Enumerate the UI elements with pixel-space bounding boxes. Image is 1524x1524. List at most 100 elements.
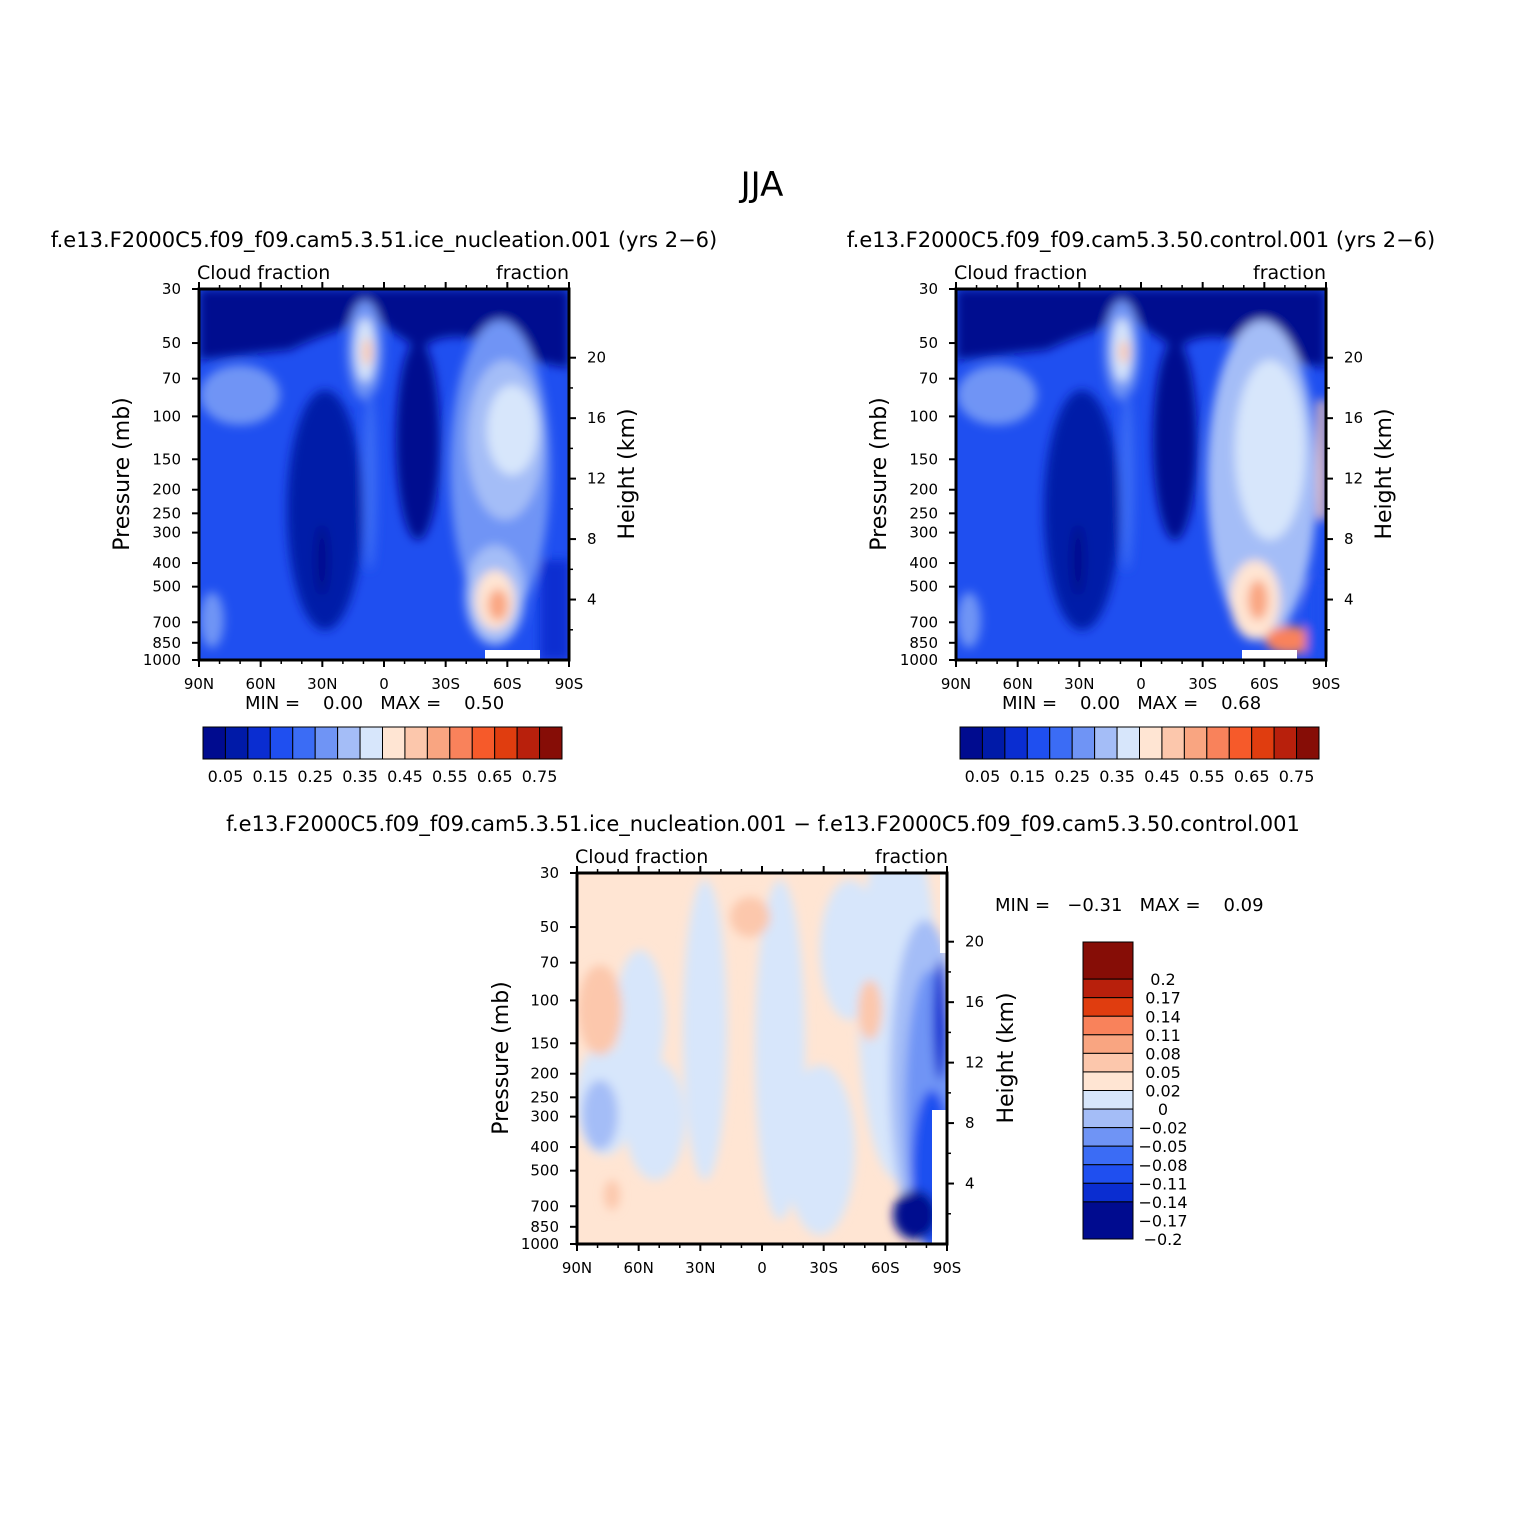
y-tick-label: 1000 [143,651,181,669]
y2-tick-label: 16 [1344,409,1363,427]
colorbar-label: 0.45 [387,767,423,786]
y-tick-label: 100 [530,991,559,1009]
stats: MIN = −0.31 MAX = 0.09 [995,895,1264,916]
y-tick-label: 400 [909,554,938,572]
x-tick-label: 0 [1136,675,1146,693]
colorbar-box [1082,1015,1134,1036]
x-tick-label: 60N [624,1259,654,1277]
y-tick-label: 50 [162,334,181,352]
colorbar-box [494,726,518,760]
colorbar-label: −0.14 [1138,1193,1187,1212]
colorbar-label: 0.75 [522,767,558,786]
y-tick-label: 70 [540,954,559,972]
axes: 90N 60N 30N 0 30S 60S 90S 30 50 70 100 150 200 250 300… [143,280,606,693]
colorbar-box [1273,726,1298,760]
x-tick-label: 30N [307,675,337,693]
x-tick-label: 90S [555,675,584,693]
colorbar-label: −0.08 [1138,1156,1187,1175]
right-label: fraction [875,846,948,868]
y2-tick-label: 4 [1344,591,1354,609]
y-tick-label: 500 [909,578,938,596]
y2-tick-label: 20 [965,933,984,951]
panel-difference: f.e13.F2000C5.f09_f09.cam5.3.51.ice_nucl… [226,812,1300,1277]
y-tick-label: 700 [152,613,181,631]
y-axis-label: Pressure (mb) [867,397,892,551]
contour-field [956,289,1326,660]
colorbar-box [1161,726,1185,760]
colorbar-box [516,726,541,760]
colorbar-label: 0.55 [432,767,468,786]
x-tick-label: 30S [431,675,460,693]
colorbar-label: 0.65 [1234,767,1270,786]
colorbar-box [1082,978,1134,999]
colorbar-label: 0.35 [1099,767,1135,786]
colorbar-label: −0.2 [1144,1230,1183,1249]
axes: 90N 60N 30N 0 30S 60S 90S 30 50 70 100 150 200 250 300… [900,280,1363,693]
y-tick-label: 70 [919,370,938,388]
y2-tick-label: 16 [587,409,606,427]
colorbar-label: 0.35 [342,767,378,786]
y-tick-label: 400 [530,1138,559,1156]
colorbar-box [1082,1182,1134,1203]
y-tick-label: 300 [909,524,938,542]
stats: MIN = 0.00 MAX = 0.50 [245,693,504,714]
contour-field [199,289,569,660]
panel-ice-nucleation: f.e13.F2000C5.f09_f09.cam5.3.51.ice_nucl… [51,228,717,786]
y-tick-label: 700 [909,613,938,631]
y-tick-label: 250 [530,1088,559,1106]
colorbar-box [1296,726,1320,760]
y-tick-label: 200 [909,481,938,499]
panel-title: f.e13.F2000C5.f09_f09.cam5.3.51.ice_nucl… [226,812,1300,837]
colorbar-label: 0.05 [1145,1063,1181,1082]
panel-control: f.e13.F2000C5.f09_f09.cam5.3.50.control.… [847,228,1435,786]
colorbar-box [1049,726,1073,760]
colorbar-label: 0.25 [1054,767,1090,786]
colorbar: 0.05 0.15 0.25 0.35 0.45 0.55 0.65 0.75 [202,726,563,786]
colorbar-box [1082,1127,1134,1147]
y-tick-label: 30 [162,280,181,298]
y-tick-label: 30 [919,280,938,298]
panel-title: f.e13.F2000C5.f09_f09.cam5.3.51.ice_nucl… [51,228,717,253]
colorbar-box [224,726,249,760]
colorbar-label: 0.75 [1279,767,1315,786]
y-tick-label: 100 [909,407,938,425]
y-tick-label: 500 [152,578,181,596]
colorbar-box [1206,726,1230,760]
colorbar-label: 0.45 [1144,767,1180,786]
y-tick-label: 400 [152,554,181,572]
y2-tick-label: 16 [965,993,984,1011]
colorbar-box [314,726,339,760]
y2-tick-label: 20 [587,349,606,367]
y-tick-label: 50 [540,918,559,936]
colorbar-label: −0.05 [1138,1137,1187,1156]
colorbar-label: 0.15 [1010,767,1046,786]
x-tick-label: 90N [184,675,214,693]
y-tick-label: 300 [530,1108,559,1126]
colorbar-label: 0 [1158,1100,1168,1119]
y-tick-label: 250 [909,504,938,522]
colorbar-label: 0.65 [477,767,513,786]
y-tick-label: 200 [152,481,181,499]
x-tick-label: 60S [1250,675,1279,693]
colorbar-box [1071,726,1096,760]
y2-axis-label: Height (km) [615,408,640,539]
colorbar-label: −0.17 [1138,1211,1187,1230]
colorbar: 0.20.170.140.110.080.050.020−0.02−0.05−0… [1082,941,1188,1249]
x-tick-label: 60S [493,675,522,693]
y-tick-label: 850 [530,1218,559,1236]
y-tick-label: 70 [162,370,181,388]
colorbar-box [202,726,226,760]
y-tick-label: 850 [152,634,181,652]
y-tick-label: 100 [152,407,181,425]
x-tick-label: 90N [562,1259,592,1277]
x-tick-label: 30S [809,1259,838,1277]
figure-title: JJA [739,165,784,205]
y2-tick-label: 20 [1344,349,1363,367]
colorbar-box [1082,1052,1134,1073]
colorbar-box [1183,726,1208,760]
colorbar-label: 0.08 [1145,1044,1181,1063]
colorbar-box [269,726,294,760]
x-tick-label: 30N [685,1259,715,1277]
colorbar-box [959,726,983,760]
